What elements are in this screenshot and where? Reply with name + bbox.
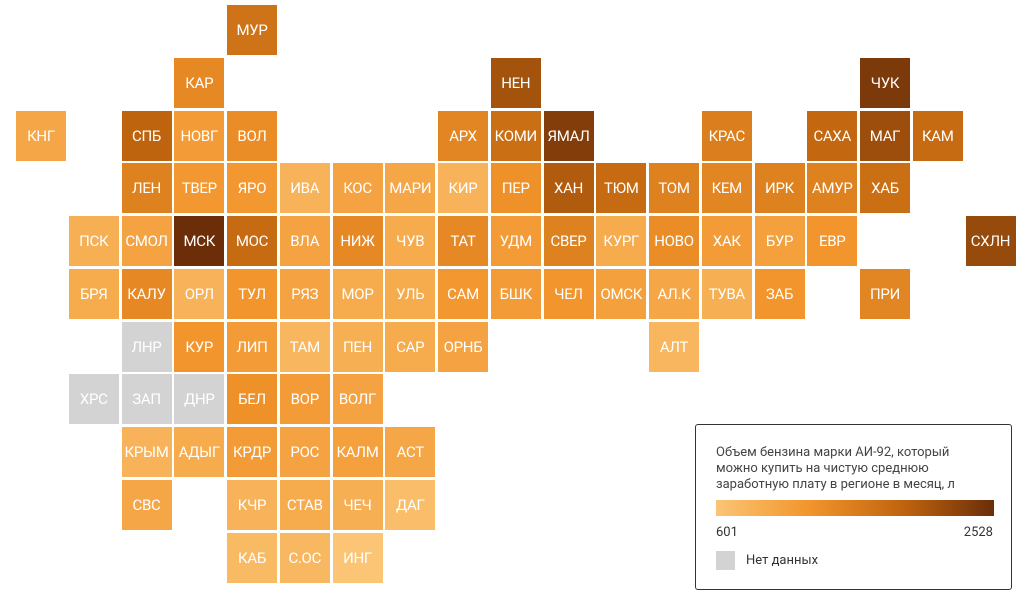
region-tile: УДМ [490,216,541,266]
region-tile: АМУР [807,163,858,214]
region-tile: КЧР [227,479,277,530]
region-tile: ЯРО [227,163,277,214]
region-tile: КИР [438,163,488,214]
region-tile: СПБ [121,110,172,161]
region-tile: САР [385,321,436,372]
region-tile: МОР [332,268,383,319]
color-bar [716,500,994,516]
region-tile: КАБ [227,532,277,583]
region-tile: ЕВР [807,216,858,266]
region-tile: ЧЕЛ [543,268,594,319]
region-tile: ПСК [68,216,119,266]
region-tile: ПРИ [860,268,910,319]
region-tile: ТАТ [438,216,488,266]
region-tile: ХАК [701,216,752,266]
region-tile: КАМ [912,110,963,161]
region-tile: ВОЛ [227,110,277,161]
region-tile: С.ОС [279,532,330,583]
region-tile: ДНР [174,374,225,425]
region-tile: СВЕР [543,216,594,266]
region-tile: КАЛМ [332,427,383,477]
region-tile: КУР [174,321,225,372]
region-tile: МАРИ [385,163,436,214]
region-tile: ИВА [279,163,330,214]
region-tile: ПЕР [490,163,541,214]
region-tile: МУР [227,5,277,55]
region-tile: НИЖ [332,216,383,266]
region-tile: ХАН [543,163,594,214]
region-tile: ЗАП [121,374,172,425]
region-tile: ОРНБ [438,321,488,372]
region-tile: ТВЕР [174,163,225,214]
region-tile: МАГ [860,110,910,161]
region-tile: КНГ [16,110,66,161]
region-tile: ЛНР [121,321,172,372]
region-tile: ТУВА [701,268,752,319]
region-tile: СВС [121,479,172,530]
region-tile: СМОЛ [121,216,172,266]
legend-title: Объем бензина марки АИ-92, который можно… [716,445,955,492]
legend-max: 2528 [963,525,993,540]
region-tile: КАЛУ [121,268,172,319]
region-tile: ТОМ [649,163,699,214]
region-tile: ЛИП [227,321,277,372]
region-tile: УЛЬ [385,268,436,319]
region-tile: АСТ [385,427,436,477]
region-tile: МСК [174,216,225,266]
region-tile: ХАБ [860,163,910,214]
region-tile: КРДР [227,427,277,477]
region-tile: САМ [438,268,488,319]
region-tile: ЧУК [860,57,910,108]
region-tile: ОМСК [596,268,647,319]
region-tile: ТЮМ [596,163,647,214]
region-tile: ИРК [754,163,805,214]
region-tile: КУРГ [596,216,647,266]
region-tile: ЗАБ [754,268,805,319]
region-tile: ОРЛ [174,268,225,319]
region-tile: АЛ.К [649,268,699,319]
region-tile: НОВГ [174,110,225,161]
region-tile: КЕМ [701,163,752,214]
region-tile: ВЛА [279,216,330,266]
region-tile: КОС [332,163,383,214]
region-tile: ВОЛГ [332,374,383,425]
region-tile: ИНГ [332,532,383,583]
region-tile: РОС [279,427,330,477]
region-tile: АДЫГ [174,427,225,477]
legend: Объем бензина марки АИ-92, который можно… [695,424,1012,590]
region-tile: СХЛН [965,216,1016,266]
region-tile: ЧЕЧ [332,479,383,530]
region-tile: НОВО [649,216,699,266]
region-tile: БУР [754,216,805,266]
region-tile: МОС [227,216,277,266]
region-tile: РЯЗ [279,268,330,319]
no-data-label: Нет данных [746,553,819,568]
region-tile: ЧУВ [385,216,436,266]
region-tile: СТАВ [279,479,330,530]
region-tile: БШК [490,268,541,319]
region-tile: НЕН [490,57,541,108]
region-tile: БЕЛ [227,374,277,425]
region-tile: ТАМ [279,321,330,372]
region-tile: ЯМАЛ [543,110,594,161]
region-tile: КАР [174,57,225,108]
region-tile: КОМИ [490,110,541,161]
no-data-swatch [716,551,735,570]
region-tile: САХА [807,110,858,161]
region-tile: ДАГ [385,479,436,530]
region-tile: КРАС [701,110,752,161]
region-tile: ВОР [279,374,330,425]
legend-min: 601 [716,525,738,540]
region-tile: КРЫМ [121,427,172,477]
region-tile: ХРС [68,374,119,425]
region-tile: ПЕН [332,321,383,372]
region-tile: АЛТ [649,321,699,372]
region-tile: БРЯ [68,268,119,319]
region-tile: АРХ [438,110,488,161]
region-tile: ТУЛ [227,268,277,319]
region-tile: ЛЕН [121,163,172,214]
